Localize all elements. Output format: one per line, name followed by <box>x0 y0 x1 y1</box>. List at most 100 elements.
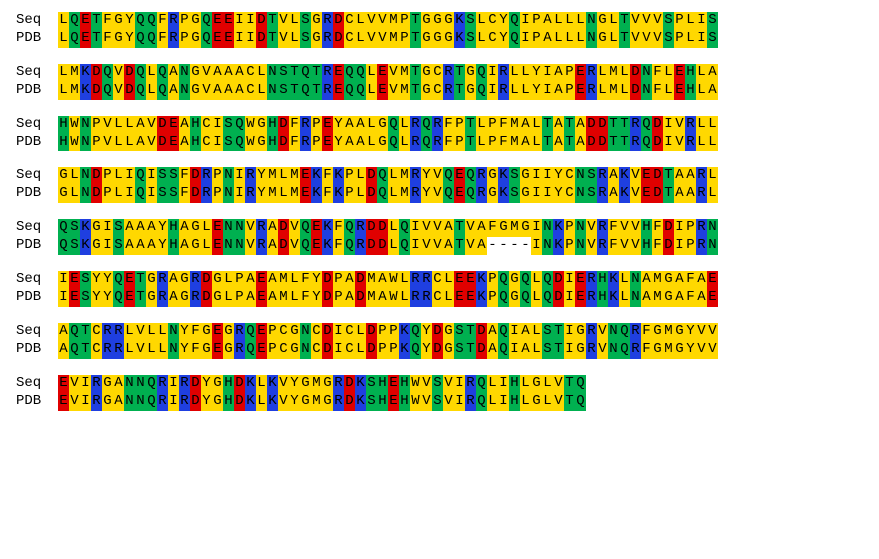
residue: G <box>421 64 432 82</box>
residue: T <box>311 82 322 100</box>
residue: Q <box>300 219 311 237</box>
residue: E <box>212 237 223 255</box>
residue: D <box>630 82 641 100</box>
residue: N <box>124 375 135 393</box>
residue: V <box>113 82 124 100</box>
residue: T <box>619 116 630 134</box>
residue: A <box>377 271 388 289</box>
residue: D <box>432 341 443 359</box>
residue: H <box>597 289 608 307</box>
residue: M <box>509 219 520 237</box>
residue: D <box>322 341 333 359</box>
residue: - <box>520 237 531 255</box>
residue: F <box>300 289 311 307</box>
residue: F <box>652 64 663 82</box>
residue: Q <box>135 30 146 48</box>
residue: Y <box>311 271 322 289</box>
residue: Q <box>344 64 355 82</box>
residue: P <box>454 134 465 152</box>
residue: R <box>179 393 190 411</box>
residue: T <box>80 341 91 359</box>
residue: G <box>212 375 223 393</box>
residue: Q <box>410 341 421 359</box>
residue: V <box>465 219 476 237</box>
residue: G <box>443 323 454 341</box>
residue: Q <box>69 12 80 30</box>
residue: Q <box>113 289 124 307</box>
residue: D <box>190 375 201 393</box>
residue: H <box>597 271 608 289</box>
pdb-row-label: PDB <box>16 341 58 359</box>
residue: E <box>69 271 80 289</box>
residue: Q <box>157 82 168 100</box>
residue: E <box>168 134 179 152</box>
residue: R <box>498 64 509 82</box>
residue: D <box>344 393 355 411</box>
pdb-row: PDBGLNDPLIQISSFDRPNIRYMLMEKFKPLDQLMRYVQE… <box>16 185 863 203</box>
residue: A <box>487 341 498 359</box>
residue: Q <box>476 393 487 411</box>
residue: V <box>443 393 454 411</box>
residue: Q <box>498 341 509 359</box>
residue: R <box>410 185 421 203</box>
residue: G <box>432 30 443 48</box>
residue: D <box>344 375 355 393</box>
residue: M <box>311 393 322 411</box>
residue: Q <box>135 82 146 100</box>
residue: L <box>476 116 487 134</box>
residue: C <box>245 82 256 100</box>
residue: F <box>608 237 619 255</box>
residue: F <box>498 134 509 152</box>
residue: I <box>542 185 553 203</box>
residue: H <box>377 393 388 411</box>
residue: V <box>388 82 399 100</box>
pdb-row-label: PDB <box>16 82 58 100</box>
residue: I <box>531 237 542 255</box>
residue: L <box>58 64 69 82</box>
residue: K <box>608 271 619 289</box>
residue: E <box>322 116 333 134</box>
pdb-row-label: PDB <box>16 393 58 411</box>
residue: G <box>531 375 542 393</box>
residue: H <box>399 375 410 393</box>
residue: F <box>685 289 696 307</box>
residue: D <box>124 82 135 100</box>
residue: V <box>630 12 641 30</box>
residue: E <box>575 271 586 289</box>
residue: Q <box>157 64 168 82</box>
residue: I <box>146 185 157 203</box>
residue: G <box>212 271 223 289</box>
residue: A <box>641 271 652 289</box>
residue: S <box>157 185 168 203</box>
sequence-alignment: SeqLQETFGYQQFRPGQEEIIDTVLSGRDCLVVMPTGGGK… <box>16 12 863 411</box>
residue: Y <box>256 185 267 203</box>
residue: K <box>333 167 344 185</box>
residue: E <box>80 12 91 30</box>
residue: G <box>377 116 388 134</box>
residue: Q <box>245 341 256 359</box>
residue: L <box>553 12 564 30</box>
residue: A <box>124 237 135 255</box>
residue: L <box>564 30 575 48</box>
residue: R <box>245 185 256 203</box>
residue: A <box>674 185 685 203</box>
residue: S <box>707 30 718 48</box>
residue: A <box>223 82 234 100</box>
residue: V <box>366 12 377 30</box>
residue: E <box>256 271 267 289</box>
residue: P <box>212 185 223 203</box>
residue: L <box>619 82 630 100</box>
residue: T <box>135 289 146 307</box>
residue: L <box>223 271 234 289</box>
residue: M <box>388 12 399 30</box>
residue: H <box>685 82 696 100</box>
residue: I <box>531 167 542 185</box>
residue: L <box>355 323 366 341</box>
residue: R <box>476 167 487 185</box>
residue: L <box>201 219 212 237</box>
residue: I <box>696 30 707 48</box>
residue: G <box>113 12 124 30</box>
seq-row-sequence: AQTCRRLVLLNYFGEGRQEPCGNCDICLDPPKQYDGSTDA… <box>58 323 718 341</box>
residue: R <box>597 167 608 185</box>
residue: Q <box>146 393 157 411</box>
